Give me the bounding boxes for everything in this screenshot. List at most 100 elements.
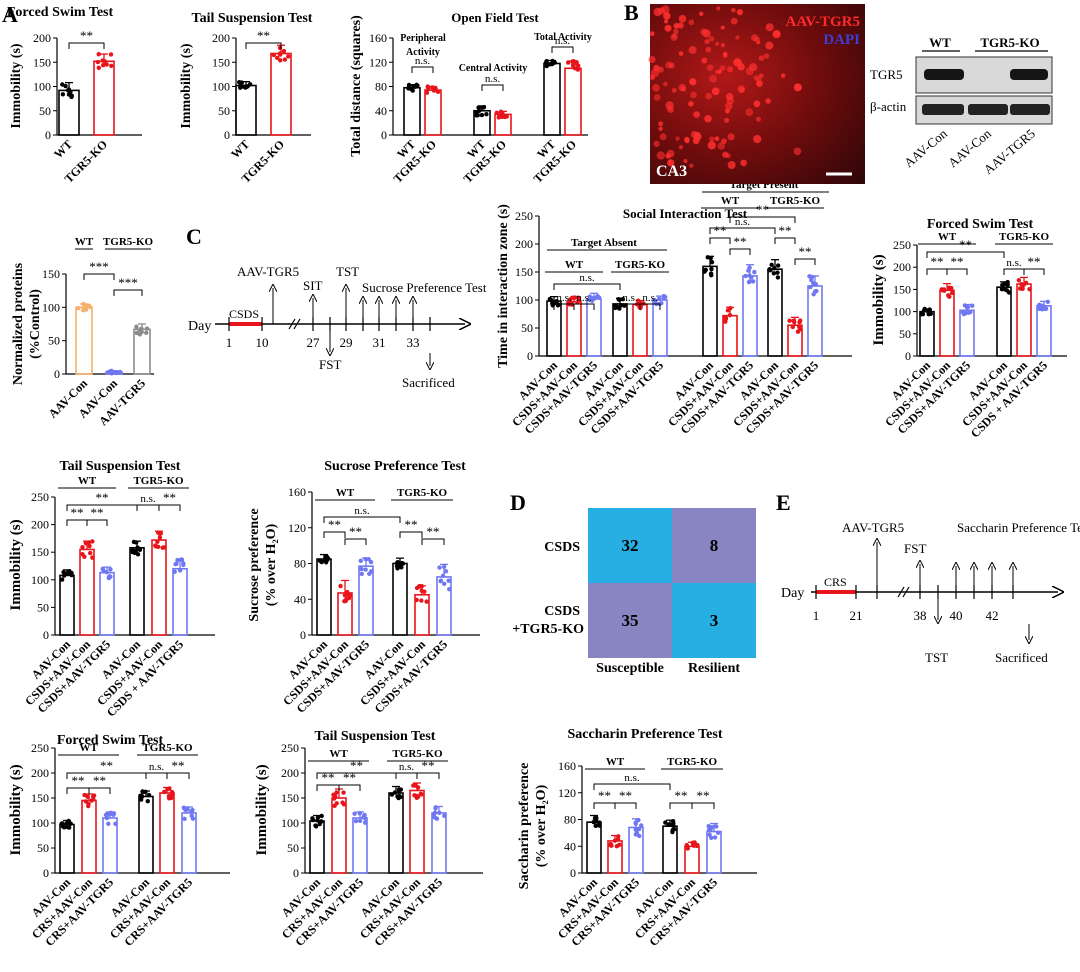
significance-bracket	[421, 538, 445, 545]
data-point	[90, 555, 95, 560]
significance-label: **	[779, 223, 792, 238]
significance-label: n.s.	[354, 505, 370, 517]
data-point	[593, 823, 598, 829]
data-point	[415, 785, 421, 790]
blot-row-actin: β-actin	[870, 99, 907, 114]
micrograph-stain: DAPI	[823, 32, 860, 48]
y-axis-label: Immobility (s)	[9, 43, 24, 129]
data-point	[160, 545, 165, 550]
social-interaction-chart: 0 50 100 150 200 250 Social Interaction Test Ti…	[496, 179, 852, 437]
micrograph-cell	[689, 163, 694, 168]
data-point	[359, 566, 364, 572]
data-point	[135, 552, 141, 557]
micrograph-cell	[663, 81, 668, 87]
data-point	[398, 794, 403, 800]
data-point	[808, 284, 813, 290]
significance-label: n.s.	[149, 761, 165, 773]
data-point	[271, 52, 276, 58]
data-point	[1019, 282, 1024, 287]
timeline-day: 27	[307, 335, 321, 350]
significance-label: n.s.	[399, 761, 415, 773]
y-tick-label: 0	[54, 367, 60, 381]
y-tick-label: 200	[212, 31, 230, 45]
blot-row-tgr5: TGR5	[870, 67, 903, 82]
y-tick-label: 200	[515, 237, 533, 251]
bar	[102, 817, 118, 874]
data-point	[617, 297, 622, 303]
data-point	[424, 599, 429, 604]
data-point	[90, 539, 95, 544]
y-tick-label: 250	[31, 490, 49, 504]
bar	[403, 86, 421, 136]
micrograph-cell	[714, 136, 720, 142]
data-point	[181, 562, 186, 568]
micrograph-cell	[675, 136, 680, 141]
data-point	[426, 85, 431, 91]
data-point	[166, 794, 172, 799]
data-point	[432, 810, 438, 815]
panel-letter-b: B	[624, 0, 639, 25]
y-tick-label: 40	[294, 592, 306, 606]
significance-bracket	[145, 772, 168, 779]
data-point	[434, 816, 440, 821]
data-point	[174, 561, 179, 566]
data-point	[346, 592, 351, 598]
data-point	[117, 369, 123, 375]
y-tick-label: 200	[33, 31, 51, 45]
bar	[99, 571, 115, 636]
micrograph-cell	[652, 84, 660, 92]
micrograph-cell	[688, 101, 694, 107]
data-point	[633, 832, 639, 837]
significance-label: **	[96, 490, 109, 505]
bar	[702, 265, 718, 357]
bar	[352, 817, 368, 874]
blot-band	[968, 104, 1008, 115]
data-point	[437, 810, 442, 816]
y-tick-label: 150	[33, 55, 51, 69]
y-tick-label: 150	[31, 791, 49, 805]
data-point	[190, 807, 195, 813]
data-point	[474, 109, 479, 115]
micrograph-cell	[705, 92, 712, 100]
data-point	[156, 530, 161, 535]
significance-bracket	[709, 237, 731, 244]
bar	[939, 289, 955, 357]
data-point	[237, 85, 243, 90]
bar	[331, 797, 347, 874]
significance-bracket	[136, 504, 160, 511]
micrograph-cell	[684, 138, 690, 144]
blot-band	[1010, 104, 1050, 115]
micrograph-cell	[737, 63, 745, 71]
micrograph-cell	[649, 31, 655, 37]
data-point	[775, 275, 781, 280]
significance-label: **	[734, 234, 747, 249]
data-point	[1040, 303, 1046, 309]
bar	[564, 67, 582, 136]
y-tick-label: 0	[43, 628, 49, 642]
data-point	[796, 324, 802, 329]
data-point	[746, 279, 752, 285]
micrograph-cell	[699, 11, 704, 16]
significance-bracket	[86, 519, 108, 526]
data-point	[367, 571, 372, 577]
y-tick-label: 0	[45, 128, 51, 142]
data-point	[592, 296, 597, 301]
significance-label: n.s.	[642, 292, 658, 304]
significance-label: **	[799, 244, 812, 259]
data-point	[80, 552, 85, 557]
data-point	[352, 811, 357, 816]
significance-bracket	[66, 787, 90, 794]
micrograph-cell	[677, 22, 684, 29]
bar	[662, 825, 678, 874]
data-point	[68, 821, 73, 826]
data-point	[575, 67, 581, 72]
micrograph-cell	[678, 14, 687, 23]
bar	[81, 799, 97, 874]
heatmap-col-label: Resilient	[688, 661, 740, 676]
x-tick-label: WT	[51, 137, 75, 161]
group-label: Activity	[406, 47, 440, 58]
timeline-bar-label: CRS	[824, 575, 847, 589]
data-point	[480, 105, 485, 110]
heatmap-cell	[588, 583, 672, 658]
significance-bracket	[158, 504, 181, 511]
